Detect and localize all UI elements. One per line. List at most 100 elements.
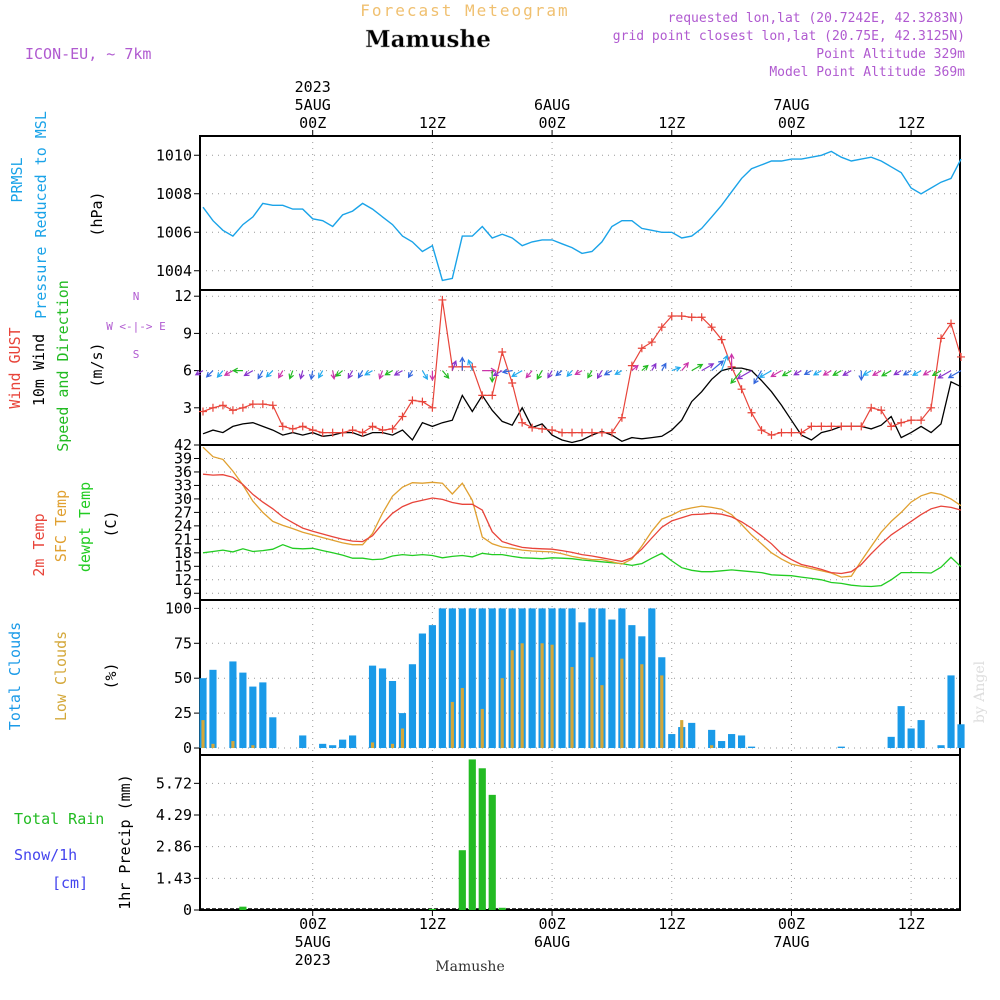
gust-point bbox=[867, 403, 876, 412]
y-tick-label: 0 bbox=[183, 901, 192, 919]
time-label-top: 6AUG bbox=[534, 96, 570, 114]
wind-direction-arrow bbox=[489, 370, 496, 384]
wind-direction-arrow bbox=[525, 370, 533, 379]
wind-direction-arrow bbox=[803, 369, 812, 376]
bar-low-clouds bbox=[400, 728, 405, 749]
wind-direction-arrow bbox=[721, 354, 729, 371]
gust-point bbox=[947, 319, 956, 328]
gust-point bbox=[877, 406, 886, 415]
wind-direction-arrow bbox=[407, 370, 414, 379]
gust-point bbox=[238, 403, 247, 412]
wind-direction-arrow bbox=[770, 370, 782, 378]
y-tick-label: 25 bbox=[174, 704, 192, 722]
panel-frame bbox=[199, 754, 961, 911]
product-title: Forecast Meteogram bbox=[360, 1, 569, 20]
bar-low-clouds bbox=[480, 708, 484, 749]
time-label-bottom: 12Z bbox=[419, 915, 446, 933]
label-cm: [cm] bbox=[52, 874, 88, 892]
wind-direction-arrow bbox=[459, 356, 466, 371]
gust-point bbox=[198, 407, 207, 416]
gust-point bbox=[228, 406, 237, 415]
bar-low-clouds bbox=[600, 685, 604, 749]
model-altitude: Model Point Altitude 369m bbox=[769, 65, 965, 80]
gust-point bbox=[478, 391, 487, 400]
label-percent: (%) bbox=[102, 662, 120, 689]
gust-point bbox=[428, 403, 437, 412]
requested-coords: requested lon,lat (20.7242E, 42.3283N) bbox=[668, 11, 965, 26]
y-tick-label: 0 bbox=[183, 739, 192, 757]
bar-total-clouds bbox=[718, 741, 726, 749]
wind-direction-arrow bbox=[467, 359, 473, 371]
model-label: ICON-EU, ~ 7km bbox=[25, 45, 151, 63]
gust-point bbox=[717, 335, 726, 344]
gust-point bbox=[498, 348, 507, 356]
y-tick-label: 4.29 bbox=[156, 806, 192, 824]
series-sfc-temp bbox=[202, 446, 962, 578]
bar-total-clouds bbox=[478, 608, 486, 749]
wind-direction-arrow bbox=[216, 370, 224, 379]
bar-total-clouds bbox=[957, 724, 965, 749]
wind-direction-arrow bbox=[596, 370, 603, 380]
time-label-top: 12Z bbox=[419, 114, 446, 132]
bar-low-clouds bbox=[660, 675, 664, 749]
bar-total-clouds bbox=[747, 746, 756, 749]
bar-total-clouds bbox=[448, 608, 456, 749]
compass-we: W <-|-> E bbox=[106, 320, 166, 333]
bar-rain bbox=[488, 794, 496, 910]
bar-total-clouds bbox=[458, 608, 466, 749]
wind-direction-arrow bbox=[451, 360, 458, 371]
wind-direction-arrow bbox=[492, 370, 503, 377]
label-2m-temp: 2m Temp bbox=[30, 513, 48, 576]
gust-point bbox=[827, 422, 836, 431]
y-tick-label: 30 bbox=[174, 490, 192, 508]
y-tick-label: 1010 bbox=[156, 146, 192, 164]
label-c: (C) bbox=[102, 510, 120, 537]
gust-point bbox=[248, 400, 257, 409]
wind-direction-arrow bbox=[511, 370, 523, 378]
y-tick-label: 2.86 bbox=[156, 838, 192, 856]
y-tick-label: 1006 bbox=[156, 223, 192, 241]
gust-point bbox=[408, 396, 417, 405]
bar-total-clouds bbox=[468, 608, 476, 749]
wind-direction-arrow bbox=[671, 366, 682, 372]
gust-point bbox=[697, 313, 706, 322]
gust-point bbox=[418, 397, 427, 406]
bar-low-clouds bbox=[590, 657, 594, 749]
bar-low-clouds bbox=[620, 658, 624, 749]
label-hpa: (hPa) bbox=[88, 191, 106, 236]
time-label-top: 2023 bbox=[295, 78, 331, 96]
gust-point bbox=[288, 424, 297, 433]
gust-point bbox=[258, 400, 267, 409]
gust-point bbox=[548, 426, 557, 435]
bar-total-clouds bbox=[269, 717, 277, 749]
gust-point bbox=[587, 428, 596, 437]
bar-total-clouds bbox=[428, 625, 436, 749]
wind-direction-arrow bbox=[194, 370, 204, 376]
gust-point bbox=[528, 423, 537, 432]
bar-total-clouds bbox=[578, 622, 586, 749]
label-snow: Snow/1h bbox=[14, 846, 77, 864]
wind-direction-arrow bbox=[736, 370, 752, 380]
wind-direction-arrow bbox=[378, 370, 384, 380]
y-tick-label: 75 bbox=[174, 634, 192, 652]
label-dewpt: dewpt Temp bbox=[76, 482, 94, 572]
gust-point bbox=[318, 428, 327, 437]
y-tick-label: 5.72 bbox=[156, 774, 192, 792]
bar-total-clouds bbox=[249, 686, 257, 749]
wind-direction-arrow bbox=[482, 367, 497, 374]
bar-low-clouds bbox=[520, 643, 524, 749]
bar-rain bbox=[498, 907, 506, 910]
bar-total-clouds bbox=[368, 665, 377, 749]
bar-rain bbox=[478, 768, 486, 910]
bar-total-clouds bbox=[688, 722, 696, 749]
panels: 1004100610081010369129121518212427303336… bbox=[6, 111, 965, 919]
compass-rose: N W <-|-> E S bbox=[106, 290, 166, 361]
wind-direction-arrow bbox=[501, 368, 513, 375]
bar-total-clouds bbox=[558, 608, 566, 749]
wind-direction-arrow bbox=[631, 364, 639, 372]
gust-point bbox=[787, 428, 796, 437]
label-pressure: Pressure Reduced to MSL bbox=[32, 111, 50, 319]
wind-direction-arrow bbox=[912, 370, 922, 376]
